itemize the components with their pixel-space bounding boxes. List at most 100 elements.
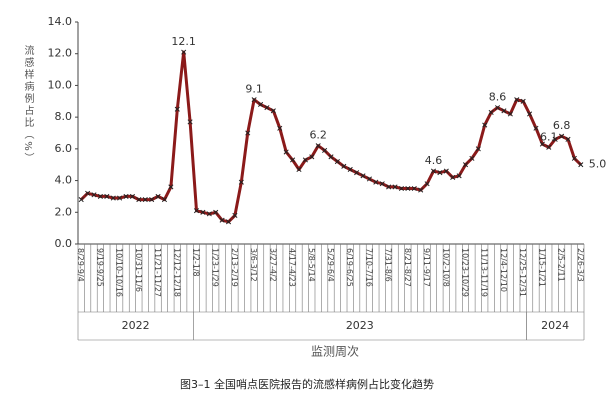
group-label: 2022 [122,319,150,332]
marker [264,105,270,111]
data-label: 6.8 [553,119,571,132]
marker [200,209,206,215]
marker [206,211,212,217]
y-tick-label: 12.0 [48,47,73,60]
marker [398,185,405,192]
x-tick-label: 10/31-11/6 [134,248,143,292]
marker [232,212,238,219]
marker [193,208,200,214]
x-tick-label: 9/19-9/25 [95,248,104,287]
marker [514,97,520,103]
marker [309,154,315,160]
marker [117,195,123,201]
marker [270,108,276,114]
marker [565,136,571,142]
marker [450,174,456,180]
marker [552,136,558,142]
data-label: 6.1 [540,130,558,143]
x-tick-label: 1/23-1/29 [211,248,220,287]
marker [443,168,449,174]
x-tick-label: 12/12-12/18 [172,248,181,297]
x-tick-label: 2/5-2/11 [557,248,566,282]
x-tick-label: 9/11-9/17 [422,248,431,287]
marker [527,111,533,117]
marker [494,105,501,111]
x-tick-label: 7/10-7/16 [364,248,373,287]
x-tick-label: 8/29-9/4 [76,248,85,282]
marker [161,197,168,203]
data-label: 6.2 [309,129,327,142]
x-tick-label: 1/2-1/8 [191,248,200,277]
y-tick-label: 0.0 [55,237,73,250]
marker [136,197,142,203]
marker [366,176,372,182]
y-tick-label: 4.0 [55,174,73,187]
marker [437,170,443,176]
marker [482,122,488,128]
marker [238,179,244,185]
marker [296,166,302,173]
marker [462,162,469,168]
marker [302,157,308,163]
marker [533,125,539,131]
marker [559,133,565,139]
x-tick-label: 11/21-11/27 [153,248,162,297]
marker [85,190,91,196]
x-tick-label: 4/17-4/23 [288,248,297,287]
marker [251,97,257,103]
marker [290,157,296,163]
marker [219,217,225,223]
data-line [80,50,582,224]
x-tick-label: 8/21-8/27 [403,248,412,287]
marker [91,192,97,198]
y-tick-label: 8.0 [55,110,73,123]
marker [501,108,507,114]
marker [507,111,513,117]
x-tick-label: 5/8-5/14 [307,248,316,282]
y-tick-label: 14.0 [48,15,73,28]
marker [539,141,545,147]
data-label: 5.0 [589,158,607,171]
marker [392,184,398,190]
x-tick-label: 11/13-11/19 [480,248,489,297]
marker [213,209,219,215]
marker [488,109,494,115]
data-label: 8.6 [489,91,507,104]
marker [456,173,462,179]
marker [123,193,129,199]
marker [257,101,264,108]
marker [424,181,430,187]
marker [129,193,135,199]
marker [469,155,475,161]
x-tick-label: 3/6-3/12 [249,248,258,282]
marker [104,193,110,199]
x-axis-title: 监测周次 [311,345,359,359]
marker [328,154,334,160]
x-tick-label: 2/26-3/3 [576,248,585,282]
caption: 图3–1 全国哨点医院报告的流感样病例占比变化趋势 [180,377,434,391]
x-tick-label: 1/15-1/21 [537,248,546,287]
y-tick-label: 6.0 [55,142,73,155]
marker [334,158,340,165]
marker [245,130,251,136]
marker [110,195,116,201]
x-tick-label: 10/2-10/8 [441,248,450,287]
x-tick-label: 10/23-10/29 [461,248,470,297]
marker [97,193,103,199]
data-label: 9.1 [245,83,263,96]
marker [78,197,84,203]
marker [142,197,148,203]
marker [379,181,385,187]
marker [181,49,187,55]
x-tick-label: 12/25-12/31 [518,248,527,297]
marker [347,166,353,173]
marker [354,170,360,176]
marker [405,185,411,192]
marker [386,184,392,190]
x-tick-label: 6/19-6/25 [345,248,354,287]
x-tick-label: 10/10-10/16 [115,248,124,297]
marker [315,143,321,149]
x-tick-label: 7/31-8/6 [384,248,393,282]
group-label: 2024 [541,319,569,332]
marker [360,173,366,179]
